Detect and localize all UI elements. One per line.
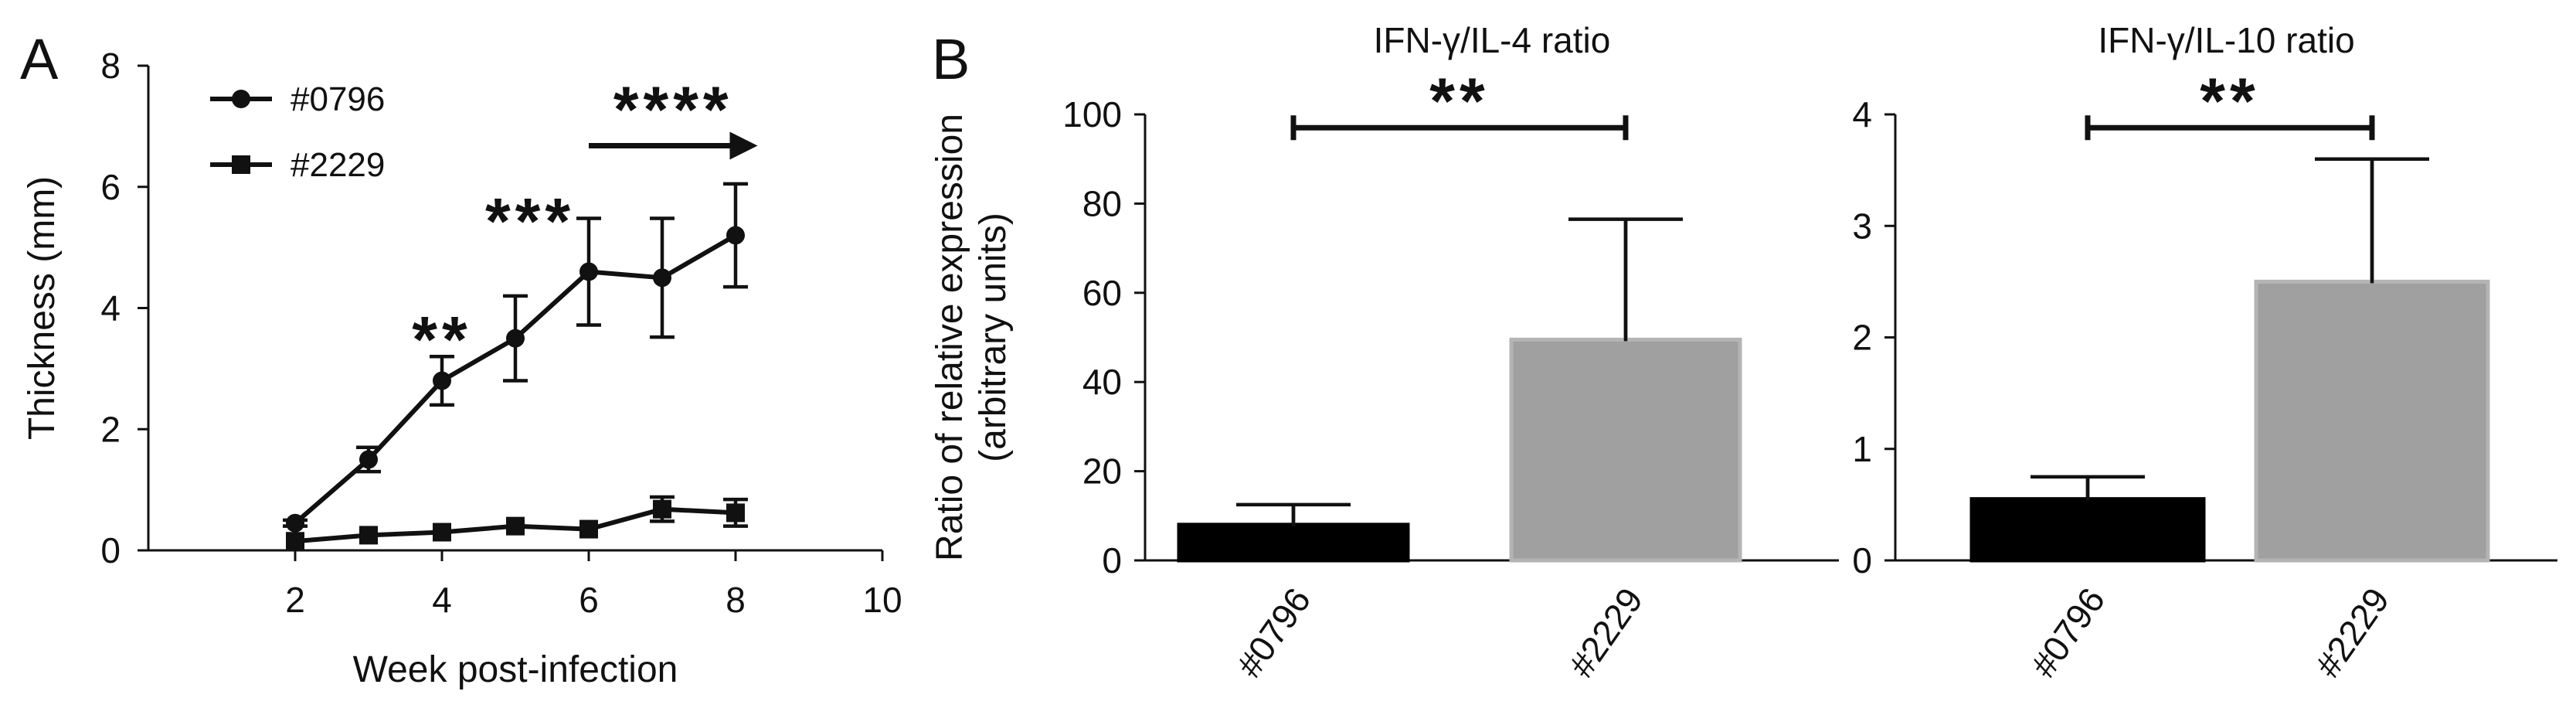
plot-title: IFN-γ/IL-4 ratio: [1374, 20, 1611, 60]
data-point: [726, 503, 745, 523]
y-tick-label: 8: [100, 46, 121, 86]
bar-2229: [1509, 337, 1742, 563]
data-point: [579, 262, 598, 281]
panel-letter-a: A: [20, 27, 59, 91]
x-tick-label: 4: [432, 580, 452, 620]
y-tick-label: 2: [1852, 318, 1872, 358]
y-tick-label: 60: [1082, 273, 1122, 313]
y-axis-title-units: (arbitrary units): [973, 213, 1014, 462]
ifn-il4-bar-chart: 0 20 40 60 80 100 IFN-γ/IL-4 ratio Ratio of rel…: [929, 20, 1839, 685]
significance-arrow-head: [729, 131, 758, 160]
thickness-line-chart: 0 2 4 6 8 2 4 6 8 10 Week post-infection Thickness …: [22, 46, 902, 690]
legend-marker: [232, 155, 250, 174]
y-tick-label: 0: [1102, 540, 1122, 581]
x-tick-label: 10: [862, 580, 902, 620]
data-point: [286, 513, 304, 533]
y-tick-label: 3: [1852, 206, 1872, 246]
y-tick-label: 40: [1082, 362, 1122, 402]
legend-marker: [232, 90, 250, 108]
significance-stars: **: [1429, 64, 1489, 137]
x-tick-label: 8: [726, 580, 746, 620]
data-point: [286, 532, 304, 551]
y-axis-title: Ratio of relative expression: [929, 114, 970, 561]
y-tick-label: 0: [100, 530, 121, 570]
data-point: [433, 523, 451, 542]
data-point: [433, 371, 451, 390]
bar-0796: [1969, 497, 2206, 563]
y-tick-label: 4: [1852, 94, 1872, 134]
significance-stars: ***: [485, 185, 575, 257]
legend-label: #2229: [291, 146, 385, 184]
y-tick-label: 4: [100, 288, 121, 329]
significance-stars: ****: [613, 73, 733, 145]
data-point: [506, 516, 525, 536]
panel-letter-b: B: [932, 27, 970, 91]
y-tick-label: 2: [100, 409, 121, 449]
x-tick-label: 6: [579, 580, 599, 620]
data-point: [506, 329, 525, 348]
data-point: [359, 450, 378, 469]
data-point: [653, 499, 671, 519]
y-axis-title: Thickness (mm): [22, 176, 63, 440]
bar-0796: [1177, 523, 1410, 563]
significance-stars: **: [2200, 64, 2259, 137]
x-axis-title: Week post-infection: [353, 649, 678, 690]
legend-label: #0796: [291, 80, 385, 118]
x-tick-label: 2: [285, 580, 305, 620]
y-tick-label: 100: [1062, 94, 1122, 134]
y-tick-label: 20: [1082, 451, 1122, 492]
plot-title: IFN-γ/IL-10 ratio: [2098, 20, 2354, 60]
data-point: [579, 519, 598, 539]
bar-2229: [2254, 279, 2490, 563]
data-point: [653, 268, 671, 288]
y-tick-label: 1: [1852, 429, 1872, 469]
y-tick-label: 6: [100, 167, 121, 207]
significance-stars: **: [412, 303, 471, 376]
data-point: [726, 226, 745, 245]
y-tick-label: 80: [1082, 183, 1122, 223]
y-tick-label: 0: [1852, 540, 1872, 581]
data-point: [359, 526, 378, 545]
